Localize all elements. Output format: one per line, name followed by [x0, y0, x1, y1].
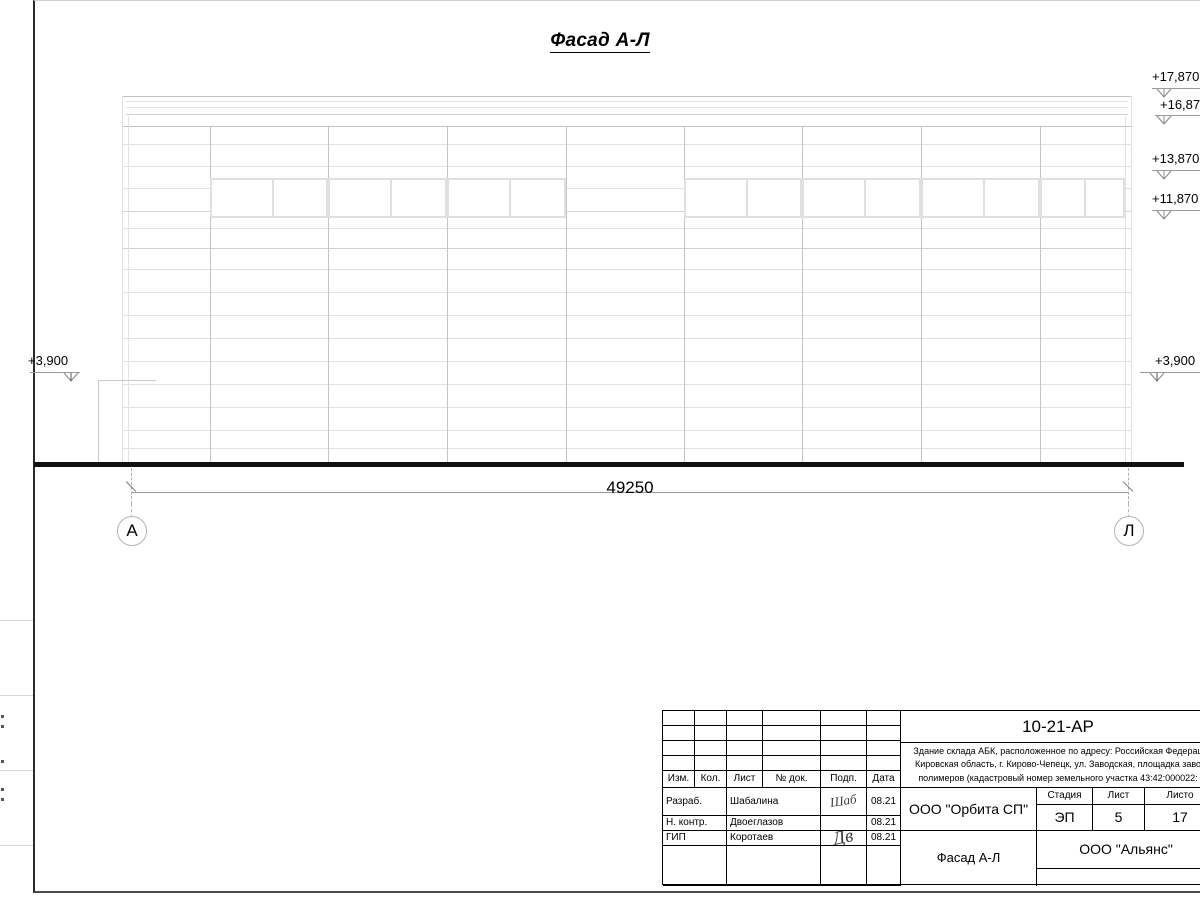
revision-cell[interactable] [727, 711, 763, 726]
contractor-name: ООО "Альянс" [1037, 831, 1200, 869]
revision-cell[interactable] [867, 711, 901, 726]
elevation-mark: +13,870 [1152, 152, 1199, 166]
sheet-name: Фасад А-Л [901, 831, 1037, 886]
revision-cell[interactable] [663, 726, 695, 741]
revision-cell[interactable] [695, 756, 727, 771]
side-title-block-partial [0, 620, 33, 900]
revision-cell[interactable] [867, 741, 901, 756]
role-label: Разраб. [663, 788, 727, 816]
stage-value: ЭП [1037, 805, 1093, 831]
sheet-value: 5 [1093, 805, 1145, 831]
role-label: ГИП [663, 831, 727, 846]
elevation-value: +13,870 [1152, 151, 1200, 166]
elevation-arrow-icon [62, 372, 80, 383]
revision-cell[interactable] [763, 726, 821, 741]
ground-line [34, 462, 1184, 467]
revision-cell[interactable] [763, 756, 821, 771]
revision-header-docnum: № док. [763, 771, 821, 788]
revision-cell[interactable] [867, 726, 901, 741]
revision-cell[interactable] [695, 726, 727, 741]
axis-bubble-l[interactable]: Л [1114, 516, 1144, 546]
role-label: Н. контр. [663, 816, 727, 831]
sheets-total-value: 17 [1145, 805, 1200, 831]
elevation-mark: +16,870 [1160, 98, 1200, 112]
axis-label: Л [1123, 521, 1135, 540]
role-name: Коротаев [727, 831, 821, 846]
elevation-arrow-icon [1148, 372, 1166, 383]
elevation-arrow-icon [1155, 115, 1173, 126]
revision-header-data: Дата [867, 771, 901, 788]
title-block: Изм. Кол. Лист № док. Подп. Дата Разраб.… [662, 710, 1200, 886]
revision-cell[interactable] [663, 741, 695, 756]
elevation-arrow-icon [1155, 88, 1173, 99]
elevation-mark: +11,870 [1152, 192, 1198, 206]
sheet-border [33, 0, 1200, 893]
axis-label: А [126, 521, 138, 540]
role-name: Шабалина [727, 788, 821, 816]
window-opening [210, 178, 328, 218]
revision-header-podp: Подп. [821, 771, 867, 788]
revision-cell[interactable] [763, 741, 821, 756]
revision-header-kol: Кол. [695, 771, 727, 788]
elevation-mark: +17,870 [1152, 70, 1199, 84]
window-opening [802, 178, 921, 218]
elevation-mark: +3,900 [1155, 354, 1195, 368]
elevation-arrow-icon [1155, 210, 1173, 221]
revision-cell[interactable] [727, 726, 763, 741]
project-description-line-1: Здание склада АБК, расположенное по адре… [913, 745, 1200, 756]
axis-bubble-a[interactable]: А [117, 516, 147, 546]
role-signature [821, 816, 867, 831]
sheets-total-header: Листо [1145, 788, 1200, 805]
role-date-empty[interactable] [867, 846, 901, 886]
document-number: 10-21-АР [901, 711, 1200, 743]
elevation-arrow-icon [1155, 170, 1173, 181]
revision-cell[interactable] [763, 711, 821, 726]
revision-cell[interactable] [695, 711, 727, 726]
revision-cell[interactable] [663, 711, 695, 726]
revision-header-list: Лист [727, 771, 763, 788]
revision-cell[interactable] [821, 741, 867, 756]
elevation-value: +17,870 [1152, 69, 1200, 84]
revision-cell[interactable] [821, 756, 867, 771]
page-title-text: Фасад А-Л [550, 30, 650, 53]
revision-cell[interactable] [867, 756, 901, 771]
revision-cell[interactable] [727, 756, 763, 771]
project-description-line-2: Кировская область, г. Кирово-Чепецк, ул.… [914, 759, 1200, 770]
role-date: 08.21 [867, 816, 901, 831]
elevation-value: +11,870 [1152, 191, 1199, 206]
role-signature: Дв [821, 831, 867, 846]
entrance-canopy [98, 380, 156, 465]
elevation-value: +3,900 [1155, 353, 1196, 368]
revision-cell[interactable] [821, 711, 867, 726]
building-elevation [122, 96, 1132, 464]
role-date: 08.21 [867, 788, 901, 816]
revision-cell[interactable] [821, 726, 867, 741]
project-description-line-3: полимеров (кадастровый номер земельного … [918, 772, 1198, 783]
role-signature-empty [821, 846, 867, 886]
window-opening [328, 178, 447, 218]
contractor-sub-cell[interactable] [1037, 869, 1200, 886]
window-opening [684, 178, 802, 218]
role-date: 08.21 [867, 831, 901, 846]
elevation-value: +16,870 [1160, 97, 1200, 112]
revision-header-izm: Изм. [663, 771, 695, 788]
window-opening [921, 178, 1040, 218]
stage-header: Стадия [1037, 788, 1093, 805]
window-opening [1040, 178, 1125, 218]
revision-cell[interactable] [695, 741, 727, 756]
page-title: Фасад А-Л [0, 30, 1200, 53]
revision-cell[interactable] [663, 756, 695, 771]
revision-cell[interactable] [727, 741, 763, 756]
role-name-empty[interactable] [727, 846, 821, 886]
role-name: Двоеглазов [727, 816, 821, 831]
sheet-header: Лист [1093, 788, 1145, 805]
role-signature: Шаб [821, 788, 867, 816]
role-label-empty[interactable] [663, 846, 727, 886]
window-opening [447, 178, 566, 218]
organization-name: ООО "Орбита СП" [901, 788, 1037, 831]
project-description: Здание склада АБК, расположенное по адре… [901, 743, 1200, 788]
elevation-mark: +3,900 [28, 354, 68, 368]
elevation-value: +3,900 [28, 353, 69, 368]
